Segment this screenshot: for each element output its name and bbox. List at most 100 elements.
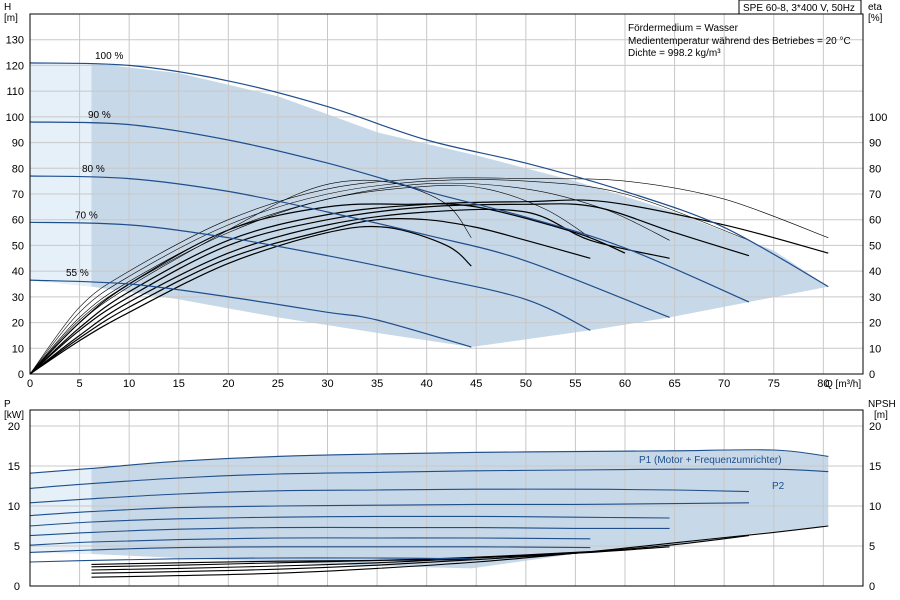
efficiency-curve bbox=[29, 179, 472, 375]
npsh-curve bbox=[91, 551, 591, 568]
head-curve bbox=[29, 62, 829, 288]
power-curve bbox=[29, 502, 750, 517]
power-low-flow-region bbox=[30, 468, 92, 554]
head-tick-label: 110 bbox=[6, 86, 24, 98]
head-curve bbox=[29, 121, 750, 303]
efficiency-curve bbox=[29, 199, 829, 375]
npsh-axis-unit: [m] bbox=[874, 410, 888, 421]
flow-tick-label: 60 bbox=[619, 378, 631, 390]
flow-tick-label: 20 bbox=[222, 378, 234, 390]
speed-label: 55 % bbox=[66, 268, 89, 279]
efficiency-curve bbox=[29, 208, 670, 375]
flow-tick-label: 75 bbox=[768, 378, 780, 390]
head-tick-label: 0 bbox=[18, 369, 24, 381]
efficiency-tick-label: 80 bbox=[869, 163, 881, 175]
efficiency-curve bbox=[29, 179, 750, 375]
operating-range-polygon bbox=[30, 62, 829, 348]
head-grid bbox=[29, 14, 863, 375]
flow-tick-label: 45 bbox=[470, 378, 482, 390]
head-tick-label: 70 bbox=[12, 189, 24, 201]
head-curve bbox=[29, 221, 591, 331]
efficiency-curve bbox=[29, 203, 750, 375]
efficiency-curve bbox=[29, 203, 626, 375]
flow-tick-label: 5 bbox=[77, 378, 83, 390]
efficiency-tick-label: 30 bbox=[869, 292, 881, 304]
power-npsh-chart: 0 5 10 15 20 0 5 10 15 20 P [kW] NPSH [m] P1 (Mot… bbox=[4, 399, 896, 593]
npsh-tick-label: 5 bbox=[869, 541, 875, 553]
power-curve bbox=[29, 526, 670, 537]
flow-tick-label: 0 bbox=[27, 378, 33, 390]
head-axis-name: H bbox=[4, 2, 11, 13]
head-tick-label: 90 bbox=[12, 138, 24, 150]
power-curve bbox=[29, 546, 591, 553]
pump-title-box bbox=[738, 0, 862, 15]
npsh-tick-label: 10 bbox=[869, 501, 881, 513]
efficiency-tick-label: 50 bbox=[869, 240, 881, 252]
flow-tick-label: 25 bbox=[272, 378, 284, 390]
efficiency-curve bbox=[29, 185, 591, 375]
efficiency-axis-unit: [%] bbox=[868, 13, 883, 24]
npsh-curve bbox=[91, 559, 472, 565]
pump-title: SPE 60-8, 3*400 V, 50Hz bbox=[743, 3, 855, 14]
power-axis-ticks: 0 5 10 15 20 0 5 10 15 20 bbox=[8, 421, 882, 593]
npsh-curve bbox=[91, 546, 670, 571]
head-curves bbox=[29, 62, 829, 348]
head-tick-label: 50 bbox=[12, 240, 24, 252]
speed-label: 70 % bbox=[75, 210, 98, 221]
efficiency-tick-label: 40 bbox=[869, 266, 881, 278]
head-curve bbox=[29, 175, 670, 318]
flow-tick-label: 40 bbox=[421, 378, 433, 390]
speed-label: 100 % bbox=[95, 51, 123, 62]
power-curve bbox=[29, 515, 670, 527]
efficiency-curve bbox=[29, 225, 472, 375]
npsh-tick-label: 20 bbox=[869, 421, 881, 433]
power-axis-name: P bbox=[4, 399, 11, 410]
npsh-curve bbox=[91, 535, 750, 574]
speed-labels: 100 % 90 % 80 % 70 % 55 % bbox=[66, 51, 123, 279]
efficiency-axis-name: eta bbox=[868, 2, 882, 13]
efficiency-tick-label: 20 bbox=[869, 318, 881, 330]
flow-tick-label: 10 bbox=[123, 378, 135, 390]
head-tick-label: 20 bbox=[12, 318, 24, 330]
efficiency-tick-label: 10 bbox=[869, 343, 881, 355]
power-chart-frame bbox=[29, 409, 864, 587]
info-temperature: Medientemperatur während des Betriebes =… bbox=[628, 36, 851, 47]
power-axis-unit: [kW] bbox=[4, 410, 24, 421]
power-curve bbox=[29, 468, 829, 489]
head-axis-unit: [m] bbox=[4, 13, 18, 24]
npsh-curve bbox=[91, 525, 829, 578]
head-tick-label: 130 bbox=[6, 35, 24, 47]
power-curve bbox=[29, 449, 829, 474]
head-tick-label: 60 bbox=[12, 215, 24, 227]
npsh-curves bbox=[91, 525, 829, 578]
flow-tick-label: 55 bbox=[569, 378, 581, 390]
p2-series-label: P2 bbox=[772, 481, 785, 492]
npsh-tick-label: 0 bbox=[869, 581, 875, 593]
flow-axis-label: Q [m³/h] bbox=[825, 379, 861, 390]
power-curve bbox=[29, 557, 472, 563]
efficiency-tick-label: 100 bbox=[869, 112, 887, 124]
power-curve bbox=[29, 537, 591, 546]
power-curve bbox=[29, 488, 750, 504]
info-medium: Fördermedium = Wasser bbox=[628, 23, 739, 34]
power-curves bbox=[29, 449, 829, 563]
low-flow-region bbox=[30, 62, 92, 287]
head-tick-label: 100 bbox=[6, 112, 24, 124]
speed-label: 80 % bbox=[82, 164, 105, 175]
p1-series-label: P1 (Motor + Frequenzumrichter) bbox=[639, 455, 782, 466]
power-tick-label: 10 bbox=[8, 501, 20, 513]
efficiency-tick-label: 90 bbox=[869, 138, 881, 150]
power-tick-label: 20 bbox=[8, 421, 20, 433]
flow-tick-label: 35 bbox=[371, 378, 383, 390]
efficiency-tick-label: 0 bbox=[869, 369, 875, 381]
head-tick-label: 30 bbox=[12, 292, 24, 304]
speed-label: 90 % bbox=[88, 110, 111, 121]
efficiency-tick-label: 70 bbox=[869, 189, 881, 201]
head-curve bbox=[29, 279, 472, 348]
head-axis-ticks: 0 5 10 15 20 25 30 35 40 45 50 55 60 65 70 75 80 0 10 20 30 4… bbox=[6, 35, 888, 390]
npsh-tick-label: 15 bbox=[869, 461, 881, 473]
flow-tick-label: 30 bbox=[321, 378, 333, 390]
power-tick-label: 15 bbox=[8, 461, 20, 473]
flow-tick-label: 80 bbox=[817, 378, 829, 390]
